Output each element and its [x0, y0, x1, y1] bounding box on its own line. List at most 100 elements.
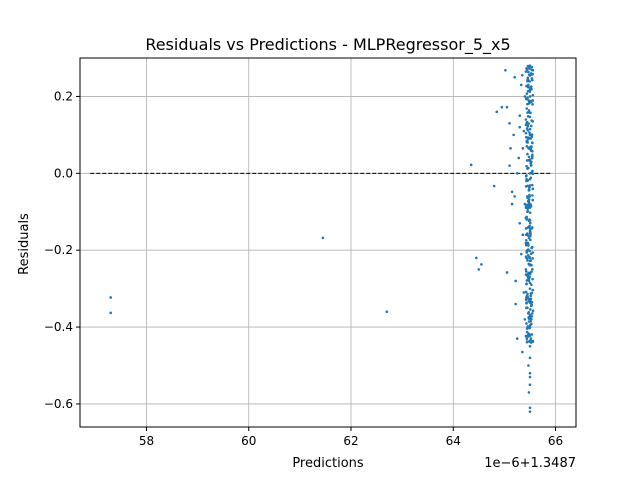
- data-point: [526, 241, 530, 245]
- data-point: [477, 268, 481, 271]
- data-point: [530, 119, 533, 122]
- data-point: [524, 298, 528, 301]
- data-point: [524, 239, 528, 242]
- data-point: [526, 141, 529, 144]
- y-axis-label: Residuals: [17, 213, 32, 275]
- data-point: [530, 156, 534, 160]
- data-point: [525, 243, 528, 247]
- data-point: [524, 268, 528, 271]
- data-point: [527, 101, 531, 105]
- data-point: [527, 155, 531, 159]
- data-point: [515, 172, 519, 175]
- data-point: [512, 133, 515, 137]
- data-point: [528, 184, 532, 187]
- data-point: [527, 158, 530, 162]
- data-point: [530, 283, 533, 286]
- data-point: [510, 202, 514, 206]
- data-point: [529, 159, 532, 163]
- data-point: [521, 147, 525, 150]
- data-point: [385, 310, 389, 313]
- data-point: [527, 312, 530, 315]
- data-point: [531, 187, 535, 191]
- data-point: [514, 279, 517, 283]
- data-point: [529, 231, 532, 235]
- data-point: [530, 171, 534, 174]
- data-point: [513, 75, 516, 79]
- data-point: [525, 282, 528, 285]
- data-point: [474, 256, 478, 260]
- data-point: [527, 278, 531, 282]
- data-point: [530, 333, 534, 336]
- data-point: [526, 325, 530, 328]
- x-tick-label: 64: [446, 434, 461, 448]
- data-point: [526, 152, 529, 156]
- data-point: [527, 262, 531, 266]
- data-point: [495, 110, 499, 114]
- data-point: [528, 308, 532, 311]
- data-point: [526, 248, 530, 251]
- data-point: [514, 302, 517, 306]
- data-point: [529, 337, 533, 340]
- data-point: [525, 135, 528, 139]
- data-point: [531, 277, 534, 281]
- data-point: [527, 236, 531, 240]
- data-point: [526, 89, 530, 93]
- data-point: [526, 259, 529, 262]
- data-point: [528, 356, 532, 360]
- data-point: [521, 350, 524, 354]
- data-point: [527, 99, 531, 102]
- data-point: [527, 316, 530, 319]
- data-point: [529, 111, 532, 115]
- data-point: [518, 114, 522, 117]
- data-point: [527, 364, 530, 367]
- data-point: [525, 97, 528, 100]
- data-point: [528, 80, 531, 83]
- data-point: [531, 309, 535, 313]
- data-point: [525, 322, 528, 325]
- data-point: [531, 141, 534, 145]
- data-point: [526, 111, 529, 114]
- data-point: [469, 163, 473, 167]
- data-point: [526, 85, 530, 89]
- data-point: [531, 198, 535, 202]
- data-point: [529, 164, 533, 167]
- data-point: [525, 174, 528, 177]
- data-point: [504, 69, 507, 72]
- data-point: [500, 105, 504, 109]
- data-point: [526, 292, 529, 296]
- data-point: [528, 371, 532, 375]
- data-point: [530, 65, 534, 69]
- data-point: [528, 193, 531, 197]
- data-point: [525, 327, 529, 330]
- chart-title: Residuals vs Predictions - MLPRegressor_…: [145, 35, 510, 55]
- data-point: [527, 83, 530, 87]
- data-point: [530, 134, 534, 137]
- data-point: [529, 86, 532, 90]
- data-point: [524, 270, 528, 273]
- data-point: [529, 252, 533, 256]
- data-point: [530, 270, 533, 274]
- data-point: [531, 93, 535, 97]
- data-points: [109, 64, 535, 413]
- x-axis-ticks: 58 60 62 64 66: [139, 427, 563, 448]
- data-point: [527, 391, 531, 394]
- data-point: [524, 70, 528, 73]
- data-point: [525, 226, 528, 230]
- data-point: [522, 129, 526, 133]
- data-point: [528, 64, 532, 67]
- y-tick-label: 0.0: [54, 166, 73, 180]
- data-point: [525, 120, 529, 124]
- data-point: [321, 236, 325, 240]
- data-point: [526, 209, 530, 213]
- data-point: [510, 190, 514, 194]
- data-point: [528, 275, 531, 278]
- data-point: [525, 306, 528, 310]
- data-point: [529, 124, 533, 128]
- data-point: [526, 254, 530, 257]
- data-point: [519, 83, 523, 87]
- grid-lines: [80, 58, 576, 427]
- data-point: [109, 311, 112, 315]
- data-point: [527, 146, 530, 149]
- data-point: [527, 67, 531, 70]
